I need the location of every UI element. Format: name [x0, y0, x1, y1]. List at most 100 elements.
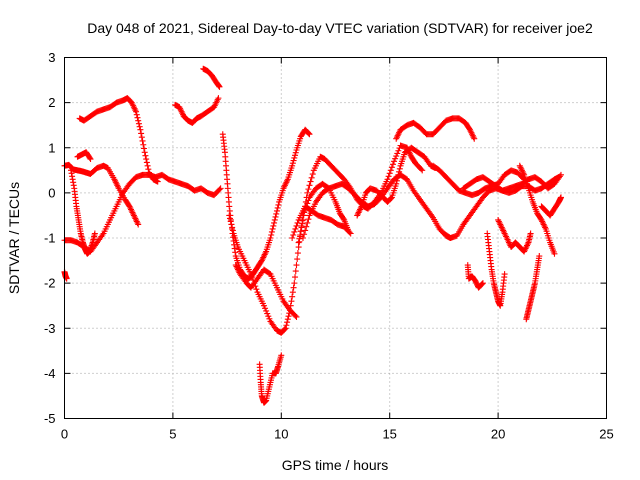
data-point	[247, 271, 254, 278]
data-point	[293, 222, 300, 229]
data-point	[479, 280, 486, 287]
y-tick-label: 2	[48, 95, 55, 110]
data-point	[87, 156, 94, 163]
series-track-21	[464, 262, 486, 291]
data-point	[266, 315, 273, 322]
data-point	[215, 95, 222, 102]
data-point	[394, 150, 401, 157]
data-point	[557, 194, 564, 201]
data-point	[471, 135, 478, 142]
data-point	[135, 120, 142, 127]
data-point	[229, 224, 236, 231]
data-point	[267, 235, 274, 241]
data-point	[140, 141, 147, 148]
chart-title: Day 048 of 2021, Sidereal Day-to-day VTE…	[87, 20, 593, 36]
data-point	[307, 178, 314, 185]
data-point	[268, 228, 275, 235]
data-point	[551, 250, 558, 257]
data-point	[253, 286, 260, 293]
data-point	[293, 262, 300, 269]
series-track-12	[256, 352, 285, 406]
data-point	[137, 126, 144, 133]
series-track-23	[495, 216, 534, 255]
data-point	[293, 313, 300, 320]
data-point	[273, 207, 280, 214]
data-point	[272, 213, 279, 220]
series-track-25	[516, 162, 558, 257]
data-point	[291, 154, 298, 161]
data-point	[138, 130, 145, 137]
data-point	[270, 222, 277, 229]
data-point	[138, 134, 145, 141]
y-axis-label: SDTVAR / TECUs	[6, 182, 22, 294]
data-point	[290, 284, 297, 291]
series-track-4	[68, 167, 98, 257]
data-point	[527, 230, 534, 237]
data-point	[418, 166, 425, 173]
data-point	[393, 180, 400, 187]
data-point	[265, 313, 272, 320]
plot-frame	[64, 57, 607, 419]
data-point	[134, 114, 141, 121]
data-point	[291, 228, 298, 235]
series-track-8	[200, 65, 223, 90]
data-point	[306, 182, 313, 189]
data-point	[301, 231, 308, 238]
data-point	[395, 171, 402, 178]
data-point	[289, 293, 296, 300]
x-tick-label: 15	[382, 427, 396, 442]
series-track-18	[430, 162, 528, 199]
data-point	[91, 230, 98, 237]
data-point	[289, 289, 296, 296]
series-track-24	[523, 253, 543, 323]
data-point	[227, 218, 234, 225]
data-point	[274, 204, 281, 211]
data-point	[292, 225, 299, 232]
data-point	[263, 307, 270, 314]
data-point	[144, 162, 151, 169]
data-point	[262, 305, 269, 312]
axis-ticks: 0 5 10 15 20 25 -5 -4 -3 -2 -1 0 1 2 3	[44, 50, 614, 442]
data-point	[386, 170, 393, 177]
data-point	[268, 231, 275, 238]
data-point	[135, 117, 142, 124]
data-point	[394, 174, 401, 181]
data-point	[278, 352, 285, 359]
data-point	[216, 83, 223, 90]
data-point	[299, 235, 306, 241]
data-point	[299, 220, 306, 227]
data-point	[266, 270, 273, 277]
data-point	[294, 256, 301, 263]
data-point	[501, 271, 508, 278]
data-point	[285, 313, 292, 320]
data-point	[142, 152, 149, 159]
data-point	[388, 195, 395, 202]
data-point	[303, 194, 310, 201]
series-track-22	[484, 230, 508, 309]
data-point	[249, 274, 256, 281]
data-point	[289, 162, 296, 169]
data-point	[393, 153, 400, 160]
x-tick-label: 0	[61, 427, 68, 442]
data-point	[143, 159, 150, 166]
data-point	[389, 161, 396, 168]
series-track-10	[226, 180, 352, 336]
data-point	[302, 198, 309, 205]
series-track-17	[393, 115, 478, 142]
data-point	[393, 177, 400, 184]
data-point	[136, 123, 143, 130]
data-point	[396, 165, 403, 172]
data-point	[308, 174, 315, 181]
y-tick-label: -3	[44, 321, 56, 336]
x-axis-label: GPS time / hours	[282, 457, 389, 473]
data-point	[388, 164, 395, 171]
data-point	[305, 130, 312, 137]
y-tick-label: -2	[44, 276, 56, 291]
data-point	[140, 145, 147, 152]
data-point	[391, 158, 398, 165]
series-track-7	[172, 95, 222, 126]
data-point	[294, 219, 301, 226]
y-tick-label: -1	[44, 231, 56, 246]
data-point	[306, 131, 313, 138]
